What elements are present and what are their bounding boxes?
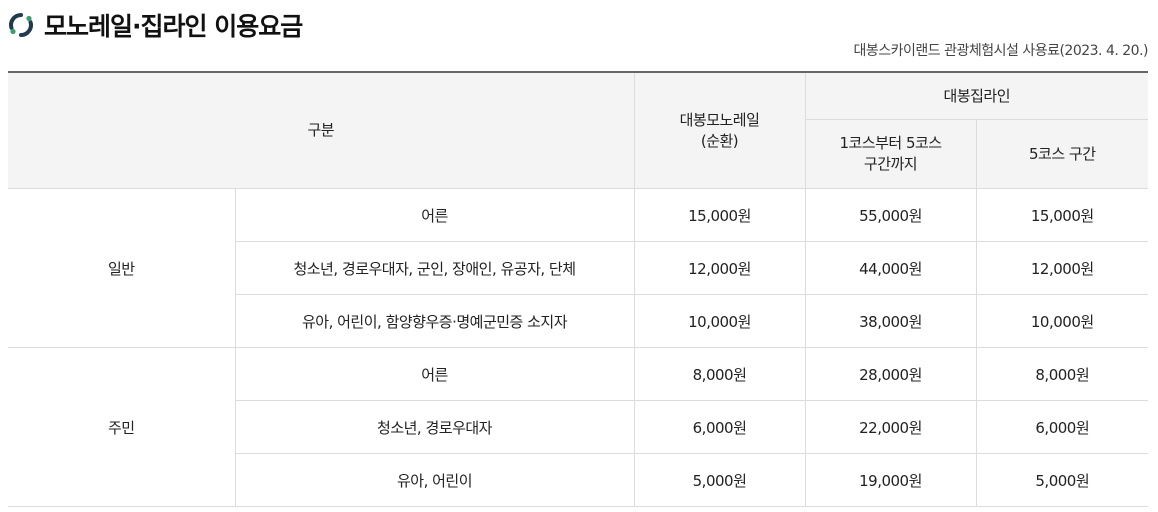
group-label: 일반 xyxy=(8,188,236,348)
monorail-fee: 15,000원 xyxy=(633,188,806,242)
visitor-type: 청소년, 경로우대자 xyxy=(235,400,635,454)
zipline-course5-fee: 10,000원 xyxy=(975,294,1149,348)
zipline-course5-fee: 15,000원 xyxy=(975,188,1149,242)
table-row: 유아, 어린이, 함양향우증·명예군민증 소지자 10,000원 38,000원… xyxy=(8,294,1149,348)
group-label: 주민 xyxy=(8,347,236,507)
fee-table: 구분 대봉모노레일 (순환) 대봉집라인 1코스부터 5코스 구간까지 5코스 … xyxy=(8,71,1149,507)
visitor-type: 유아, 어린이, 함양향우증·명예군민증 소지자 xyxy=(235,294,635,348)
monorail-fee: 6,000원 xyxy=(633,400,806,454)
monorail-fee: 10,000원 xyxy=(633,294,806,348)
visitor-type: 어른 xyxy=(234,347,635,401)
header-row: 구분 대봉모노레일 (순환) 대봉집라인 xyxy=(8,71,1149,189)
zipline-course5-header: 5코스 구간 xyxy=(975,119,1149,189)
table-row: 청소년, 경로우대자 6,000원 22,000원 6,000원 xyxy=(8,400,1149,454)
zipline-course5-fee: 6,000원 xyxy=(975,400,1149,454)
table-row: 주민 어른 8,000원 28,000원 8,000원 xyxy=(8,347,1149,507)
monorail-header: 대봉모노레일 (순환) xyxy=(633,71,806,189)
category-header: 구분 xyxy=(8,71,635,189)
visitor-type: 유아, 어린이 xyxy=(235,453,635,507)
zipline-full-fee: 55,000원 xyxy=(804,188,977,242)
table-caption: 대봉스카이랜드 관광체험시설 사용료(2023. 4. 20.) xyxy=(853,43,1148,59)
table-row: 유아, 어린이 5,000원 19,000원 5,000원 xyxy=(8,453,1149,507)
zipline-full-course-line2: 구간까지 xyxy=(863,155,918,173)
zipline-course5-fee: 8,000원 xyxy=(975,347,1149,401)
visitor-type: 청소년, 경로우대자, 군인, 장애인, 유공자, 단체 xyxy=(235,241,635,295)
refresh-circle-icon xyxy=(9,13,33,37)
zipline-full-fee: 22,000원 xyxy=(804,400,977,454)
visitor-type: 어른 xyxy=(234,188,635,242)
monorail-fee: 12,000원 xyxy=(633,241,806,295)
zipline-full-fee: 28,000원 xyxy=(804,347,977,401)
monorail-header-line2: (순환) xyxy=(700,131,739,150)
monorail-fee: 5,000원 xyxy=(633,453,806,507)
zipline-course5-fee: 12,000원 xyxy=(975,241,1149,295)
zipline-header: 대봉집라인 xyxy=(804,71,1149,120)
zipline-full-course-header: 1코스부터 5코스 구간까지 xyxy=(805,119,977,189)
page-header: 모노레일·집라인 이용요금 xyxy=(8,8,303,42)
table-row: 일반 어른 15,000원 55,000원 15,000원 xyxy=(8,188,1149,348)
page-title: 모노레일·집라인 이용요금 xyxy=(44,12,303,41)
zipline-course5-fee: 5,000원 xyxy=(975,453,1149,507)
zipline-full-course-line1: 1코스부터 5코스 xyxy=(839,134,942,152)
fee-table-header: 구분 대봉모노레일 (순환) 대봉집라인 1코스부터 5코스 구간까지 5코스 … xyxy=(8,71,1149,189)
zipline-full-fee: 44,000원 xyxy=(804,241,977,295)
zipline-full-fee: 38,000원 xyxy=(804,294,977,348)
monorail-fee: 8,000원 xyxy=(633,347,806,401)
monorail-header-line1: 대봉모노레일 xyxy=(679,110,760,129)
table-row: 청소년, 경로우대자, 군인, 장애인, 유공자, 단체 12,000원 44,… xyxy=(8,241,1149,295)
fee-table-body: 일반 어른 15,000원 55,000원 15,000원 청소년, 경로우대자… xyxy=(8,188,1149,507)
zipline-full-fee: 19,000원 xyxy=(804,453,977,507)
